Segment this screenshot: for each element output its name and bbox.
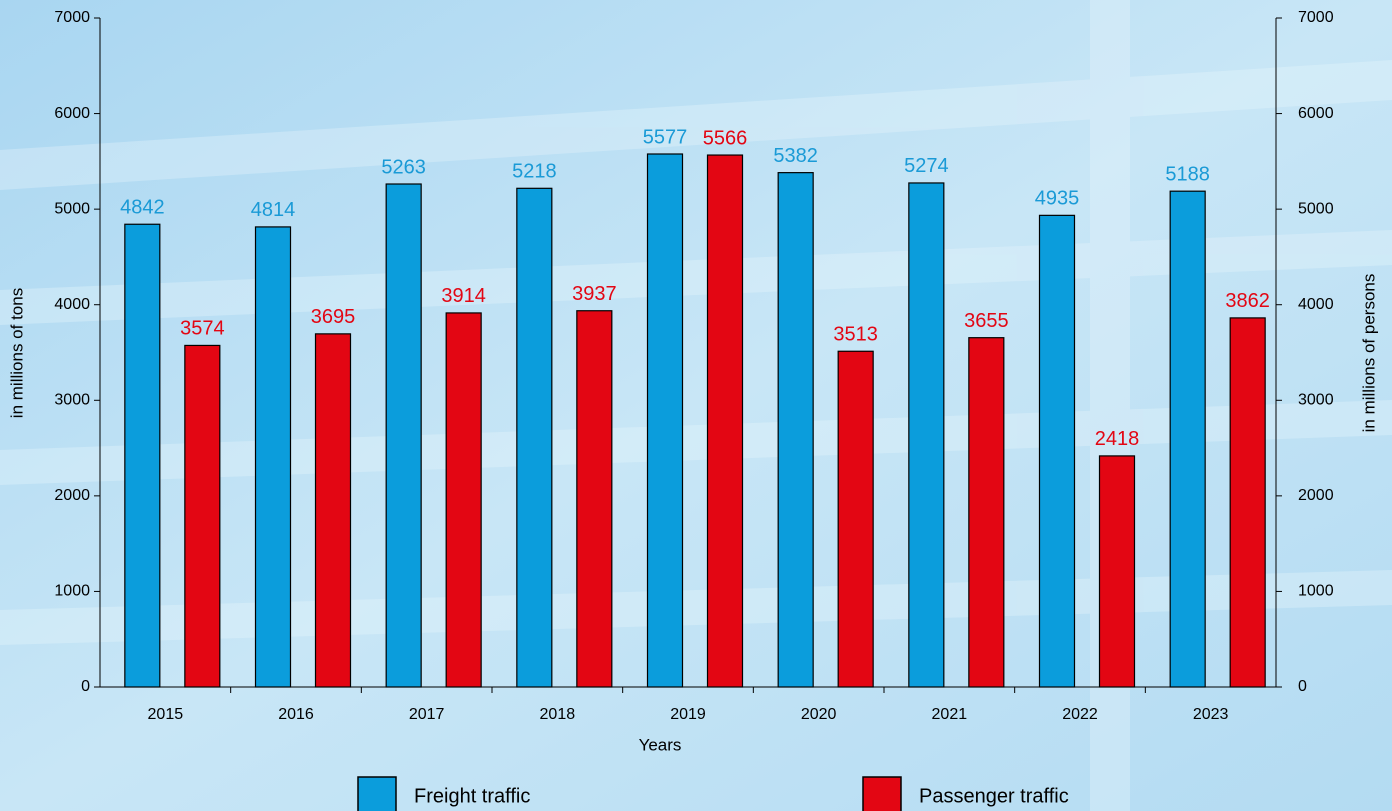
bar	[577, 311, 612, 687]
y-tick-label: 7000	[54, 9, 90, 26]
bar	[517, 188, 552, 687]
x-tick-label: 2020	[801, 706, 837, 723]
bar	[446, 313, 481, 687]
bar	[256, 227, 291, 687]
y2-tick-label: 4000	[1298, 296, 1334, 313]
y-tick-label: 0	[81, 678, 90, 695]
y2-tick-label: 6000	[1298, 105, 1334, 122]
y2-tick-label: 7000	[1298, 9, 1334, 26]
bar	[1230, 318, 1265, 687]
value-label: 3513	[833, 324, 878, 346]
value-label: 3937	[572, 283, 617, 305]
bar	[125, 224, 160, 687]
bar	[778, 173, 813, 687]
x-tick-label: 2019	[670, 706, 706, 723]
value-label: 3655	[964, 310, 1009, 332]
bar	[648, 154, 683, 687]
x-tick-label: 2021	[932, 706, 968, 723]
y2-tick-label: 0	[1298, 678, 1307, 695]
y-tick-label: 4000	[54, 296, 90, 313]
bar	[1170, 191, 1205, 687]
x-tick-label: 2017	[409, 706, 445, 723]
legend-swatch	[863, 777, 901, 811]
bar	[909, 183, 944, 687]
value-label: 5274	[904, 155, 949, 177]
y-tick-label: 3000	[54, 392, 90, 409]
bar	[185, 345, 220, 687]
value-label: 2418	[1095, 428, 1140, 450]
y-tick-label: 2000	[54, 487, 90, 504]
y-tick-label: 5000	[54, 200, 90, 217]
legend-label: Freight traffic	[414, 785, 530, 807]
x-tick-label: 2023	[1193, 706, 1229, 723]
value-label: 3914	[441, 285, 486, 307]
legend-label: Passenger traffic	[919, 785, 1069, 807]
value-label: 5566	[703, 127, 748, 149]
y-axis-label: in millions of tons	[7, 288, 26, 418]
value-label: 3862	[1225, 290, 1270, 312]
x-tick-label: 2016	[278, 706, 314, 723]
value-label: 5188	[1165, 163, 1210, 185]
value-label: 3695	[311, 306, 356, 328]
y-tick-label: 6000	[54, 105, 90, 122]
value-label: 4842	[120, 197, 165, 219]
bar	[708, 155, 743, 687]
value-label: 3574	[180, 318, 225, 340]
value-label: 4814	[251, 199, 296, 221]
x-axis-label: Years	[639, 735, 682, 754]
bar	[386, 184, 421, 687]
bar	[316, 334, 351, 687]
y-tick-label: 1000	[54, 583, 90, 600]
bar	[838, 351, 873, 687]
value-label: 4935	[1035, 188, 1080, 210]
y2-axis-label: in millions of persons	[1359, 274, 1378, 433]
value-label: 5382	[773, 145, 818, 167]
chart: in millions of tons in millions of perso…	[0, 0, 1392, 811]
bar	[1100, 456, 1135, 687]
legend-swatch	[358, 777, 396, 811]
bar	[969, 338, 1004, 687]
x-tick-label: 2022	[1062, 706, 1098, 723]
x-tick-label: 2015	[148, 706, 184, 723]
value-label: 5577	[643, 126, 688, 148]
y2-tick-label: 3000	[1298, 392, 1334, 409]
y2-tick-label: 2000	[1298, 487, 1334, 504]
value-label: 5218	[512, 161, 557, 183]
x-tick-label: 2018	[540, 706, 576, 723]
value-label: 5263	[381, 156, 426, 178]
bar	[1040, 215, 1075, 687]
y2-tick-label: 1000	[1298, 583, 1334, 600]
y2-tick-label: 5000	[1298, 200, 1334, 217]
